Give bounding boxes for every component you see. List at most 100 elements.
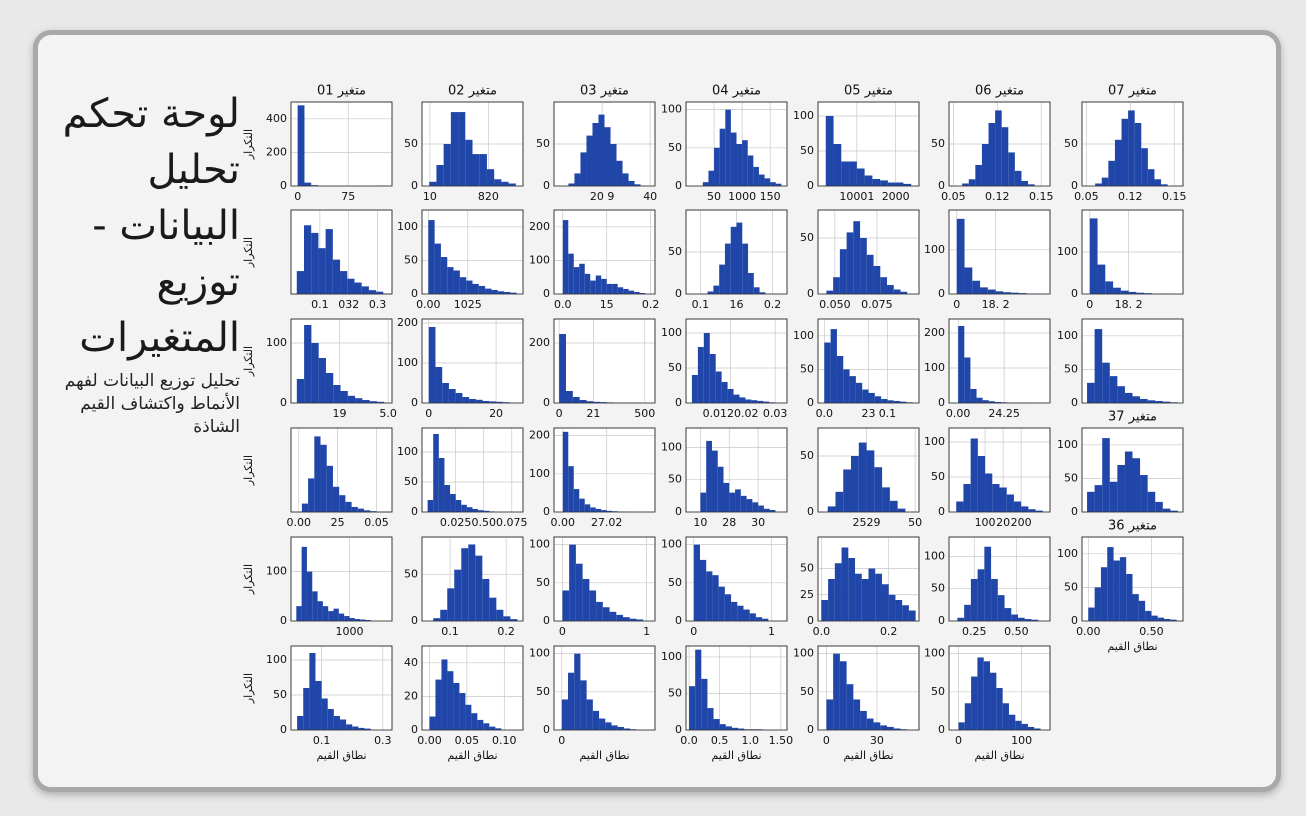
x-axis-label: نطاق القيم	[579, 749, 629, 762]
x-tick-label: 0.2	[880, 625, 898, 638]
histogram-bar	[1128, 291, 1137, 294]
y-tick-label: 50	[536, 137, 550, 150]
y-tick-label: 0	[543, 723, 550, 736]
y-tick-label: 0	[280, 723, 287, 736]
histogram-bar	[354, 282, 362, 294]
x-tick-label: 10	[423, 190, 437, 203]
histogram-bar	[1147, 400, 1156, 403]
histogram-bar	[580, 680, 587, 730]
histogram-bar	[598, 114, 605, 186]
histogram-bar	[745, 399, 752, 403]
histogram-bar	[724, 594, 732, 621]
x-tick-label: 0.50	[1139, 625, 1164, 638]
histogram-bar	[496, 609, 504, 621]
histogram-bar	[977, 456, 986, 512]
histogram-bar	[1021, 506, 1029, 512]
y-tick-label: 0	[543, 179, 550, 192]
histogram-bar	[483, 510, 490, 512]
x-tick-label: 500	[634, 407, 655, 420]
x-tick-label: 50	[707, 190, 721, 203]
histogram-bar	[301, 503, 309, 512]
histogram-bar	[606, 283, 613, 294]
histogram-bar	[360, 619, 366, 621]
histogram-bar	[848, 558, 856, 621]
x-tick-label: 150	[760, 190, 781, 203]
plot-border	[948, 427, 1051, 513]
histogram-bar	[617, 287, 624, 294]
histogram-bar	[1100, 567, 1108, 621]
y-tick-label: 50	[1064, 137, 1078, 150]
histogram-bar	[757, 400, 764, 403]
y-tick-label: 50	[404, 567, 418, 580]
x-tick-label: 0	[425, 407, 432, 420]
histogram-bar	[702, 182, 709, 186]
y-tick-label: 0	[411, 723, 418, 736]
histogram-bar	[755, 617, 763, 621]
x-tick-label: 27.02	[591, 516, 623, 529]
x-tick-label: 0.2	[642, 298, 660, 311]
y-tick-label: 0	[1071, 179, 1078, 192]
histogram-bar	[325, 373, 334, 403]
histogram-bar	[1170, 510, 1178, 512]
y-tick-label: 100	[266, 653, 287, 666]
plot-border	[685, 209, 788, 295]
histogram-bar	[964, 604, 971, 621]
x-tick-label: 0.12	[985, 190, 1010, 203]
plot-border	[685, 318, 788, 404]
histogram-bar	[447, 588, 455, 621]
y-tick-label: 0	[675, 287, 682, 300]
plot-border	[685, 645, 788, 731]
histogram-bar	[333, 716, 340, 730]
histogram-bar	[312, 591, 318, 621]
x-tick-label: 30	[751, 516, 765, 529]
histogram-bar	[562, 431, 569, 512]
plot-title: متغير 05	[844, 84, 893, 99]
histogram-bar	[860, 710, 867, 730]
histogram-bar	[1128, 110, 1135, 186]
plot-title: متغير 37	[1108, 410, 1157, 425]
histogram-bar	[1147, 169, 1155, 186]
plot-border	[1081, 427, 1184, 513]
x-tick-label: 0.15	[1029, 190, 1054, 203]
y-tick-label: 100	[793, 109, 814, 122]
x-tick-label: 0.15	[1162, 190, 1187, 203]
histogram-bar	[895, 600, 903, 621]
histogram-bar	[903, 183, 912, 186]
histogram-bar	[995, 291, 1004, 294]
histogram-bar	[1011, 614, 1019, 621]
histogram-bar	[994, 401, 1002, 403]
histogram-bar	[590, 280, 596, 294]
plot-border	[948, 318, 1051, 404]
histogram-bar	[873, 266, 881, 294]
histogram-bar	[1155, 501, 1163, 512]
histogram-bar	[433, 618, 441, 621]
y-tick-label: 50	[668, 473, 682, 486]
histogram-bar	[736, 144, 743, 186]
histogram-bar	[478, 510, 484, 512]
histogram-bar	[453, 682, 460, 730]
plot-border	[817, 536, 920, 622]
y-tick-label: 0	[938, 179, 945, 192]
histogram-bar	[1094, 485, 1103, 512]
histogram-bar	[572, 397, 580, 403]
x-tick-label: 0	[1086, 298, 1093, 311]
histogram-bar	[303, 225, 312, 294]
histogram-bar	[434, 243, 441, 294]
histogram-bar	[297, 105, 305, 186]
histogram-bar	[729, 492, 736, 512]
x-tick-label: 0.0	[680, 734, 698, 747]
y-tick-label: 100	[1057, 438, 1078, 451]
histogram-bar	[1162, 508, 1171, 512]
x-tick-label: 820	[478, 190, 499, 203]
histogram-bar	[311, 185, 318, 186]
plot-border	[290, 427, 393, 513]
histogram-bar	[977, 569, 985, 621]
y-tick-label: 0	[543, 287, 550, 300]
histogram-bar	[731, 727, 739, 730]
histogram-bar	[1089, 218, 1098, 294]
y-tick-label: 0	[807, 287, 814, 300]
y-tick-label: 100	[1057, 329, 1078, 342]
histogram-bar	[327, 709, 334, 730]
histogram-bar	[573, 267, 580, 294]
histogram-bar	[872, 179, 881, 186]
